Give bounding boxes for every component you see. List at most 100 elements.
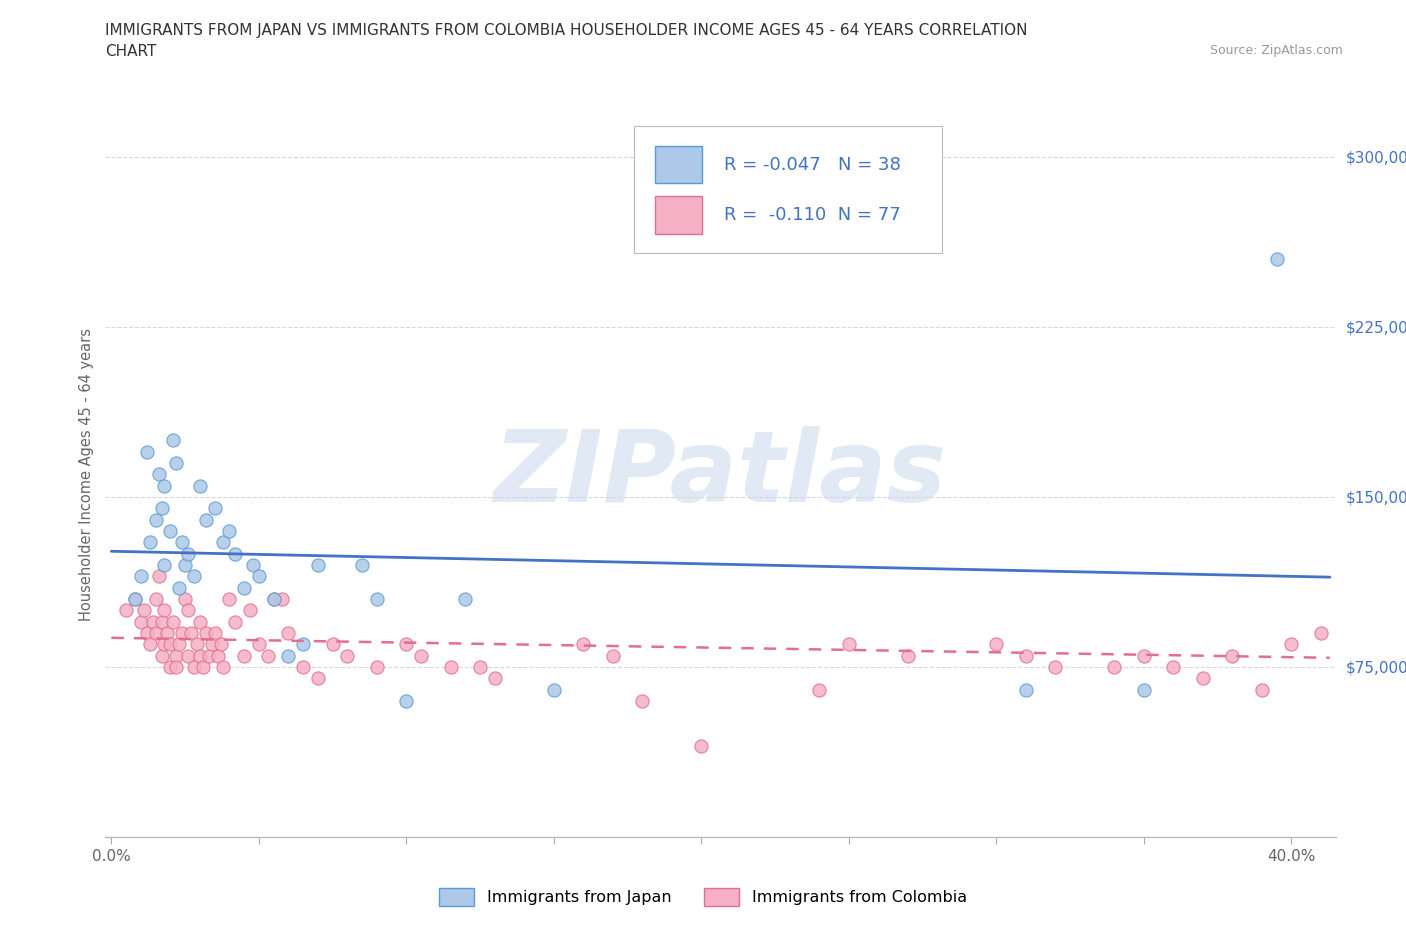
Point <box>204 626 226 641</box>
Point <box>135 626 157 641</box>
Point <box>159 659 181 674</box>
Point <box>167 637 190 652</box>
Point <box>690 738 713 753</box>
Point <box>174 558 197 573</box>
Point <box>307 671 329 685</box>
Point <box>322 637 344 652</box>
Point <box>366 591 388 606</box>
Point <box>1281 637 1303 652</box>
Point <box>165 456 187 471</box>
Point <box>207 648 229 663</box>
Point <box>153 637 176 652</box>
Text: R =  -0.110  N = 77: R = -0.110 N = 77 <box>724 206 901 224</box>
Point <box>263 591 285 606</box>
Point <box>218 524 240 538</box>
Point <box>167 580 190 595</box>
Point <box>1192 671 1215 685</box>
FancyBboxPatch shape <box>655 196 702 234</box>
Point <box>838 637 860 652</box>
Point <box>239 603 262 618</box>
Point <box>808 683 831 698</box>
Point <box>159 524 181 538</box>
FancyBboxPatch shape <box>655 146 702 183</box>
Point <box>395 637 418 652</box>
Point <box>186 637 208 652</box>
Point <box>1251 683 1274 698</box>
Point <box>162 432 184 447</box>
Point <box>177 603 200 618</box>
Point <box>148 467 170 482</box>
Point <box>201 637 224 652</box>
Point <box>440 659 463 674</box>
Point <box>156 626 179 641</box>
Point <box>148 569 170 584</box>
Point <box>1133 648 1156 663</box>
Point <box>1133 683 1156 698</box>
Point <box>180 626 202 641</box>
Point <box>172 535 194 550</box>
Y-axis label: Householder Income Ages 45 - 64 years: Householder Income Ages 45 - 64 years <box>79 327 94 621</box>
Point <box>209 637 232 652</box>
Point <box>197 648 219 663</box>
Point <box>602 648 624 663</box>
Point <box>233 580 256 595</box>
Point <box>366 659 388 674</box>
Point <box>183 569 205 584</box>
Point <box>263 591 285 606</box>
Point <box>271 591 294 606</box>
Point <box>242 558 264 573</box>
Text: IMMIGRANTS FROM JAPAN VS IMMIGRANTS FROM COLOMBIA HOUSEHOLDER INCOME AGES 45 - 6: IMMIGRANTS FROM JAPAN VS IMMIGRANTS FROM… <box>105 23 1028 38</box>
Point <box>247 637 270 652</box>
Point <box>165 659 187 674</box>
Point <box>174 591 197 606</box>
Point <box>1015 683 1038 698</box>
Point <box>188 478 211 493</box>
Point <box>212 659 235 674</box>
Point <box>572 637 595 652</box>
Point <box>352 558 374 573</box>
Point <box>124 591 146 606</box>
Point <box>150 501 173 516</box>
Point <box>336 648 359 663</box>
Text: CHART: CHART <box>105 44 157 59</box>
Point <box>194 512 217 527</box>
Point <box>177 546 200 561</box>
Point <box>132 603 155 618</box>
Point <box>162 614 184 629</box>
Point <box>256 648 278 663</box>
Point <box>292 637 315 652</box>
Point <box>1310 626 1333 641</box>
Point <box>145 512 167 527</box>
Point <box>150 648 173 663</box>
Point <box>150 614 173 629</box>
Point <box>153 478 176 493</box>
Point <box>224 614 246 629</box>
Point <box>277 626 299 641</box>
Point <box>191 659 214 674</box>
Point <box>1368 489 1391 504</box>
Point <box>165 648 187 663</box>
Point <box>135 445 157 459</box>
Point <box>153 558 176 573</box>
Point <box>145 626 167 641</box>
Point <box>1265 251 1288 266</box>
Point <box>1104 659 1126 674</box>
Point <box>468 659 491 674</box>
Point <box>631 694 654 709</box>
Point <box>292 659 315 674</box>
Point <box>1163 659 1185 674</box>
Point <box>454 591 477 606</box>
Point <box>897 648 920 663</box>
Text: ZIPatlas: ZIPatlas <box>494 426 948 523</box>
Point <box>129 569 152 584</box>
Point <box>204 501 226 516</box>
Point <box>183 659 205 674</box>
Point <box>194 626 217 641</box>
Point <box>1015 648 1038 663</box>
Point <box>159 637 181 652</box>
Text: Source: ZipAtlas.com: Source: ZipAtlas.com <box>1209 44 1343 57</box>
Point <box>233 648 256 663</box>
Legend: Immigrants from Japan, Immigrants from Colombia: Immigrants from Japan, Immigrants from C… <box>433 882 973 912</box>
Point <box>177 648 200 663</box>
Text: R = -0.047   N = 38: R = -0.047 N = 38 <box>724 155 901 174</box>
